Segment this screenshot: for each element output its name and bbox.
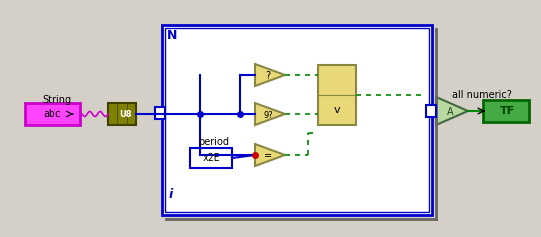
Text: x2E: x2E <box>202 153 220 163</box>
Text: TF: TF <box>500 106 516 116</box>
Bar <box>426 105 436 117</box>
Text: ?: ? <box>266 71 270 81</box>
Polygon shape <box>255 103 285 125</box>
Text: v: v <box>334 105 340 115</box>
Text: A: A <box>447 107 453 117</box>
Text: i: i <box>169 188 173 201</box>
Bar <box>162 25 432 215</box>
Bar <box>483 100 529 122</box>
Text: period: period <box>198 137 229 147</box>
Polygon shape <box>255 64 285 86</box>
Bar <box>190 148 232 168</box>
Bar <box>318 65 356 125</box>
Text: U8: U8 <box>119 109 131 118</box>
Polygon shape <box>436 97 468 125</box>
Text: =: = <box>264 151 272 161</box>
Bar <box>108 103 136 125</box>
Text: 9?: 9? <box>263 110 273 119</box>
Text: abc: abc <box>44 109 61 119</box>
Bar <box>165 28 429 212</box>
Bar <box>155 107 165 119</box>
Text: N: N <box>167 29 177 42</box>
Polygon shape <box>255 144 285 166</box>
Bar <box>25 103 80 125</box>
Text: String: String <box>42 95 71 105</box>
Text: all numeric?: all numeric? <box>452 90 512 100</box>
